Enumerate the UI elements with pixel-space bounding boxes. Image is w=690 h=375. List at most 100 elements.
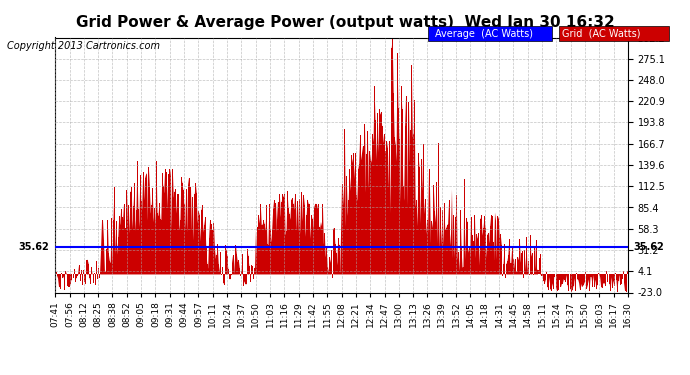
Bar [533,274,534,276]
Bar [591,274,592,278]
Bar [369,151,371,274]
Bar [210,224,212,274]
Bar [292,198,293,274]
Bar [108,253,109,274]
Bar [495,220,496,274]
Bar [626,274,627,288]
Bar [475,258,476,274]
Text: Grid Power & Average Power (output watts)  Wed Jan 30 16:32: Grid Power & Average Power (output watts… [76,15,614,30]
Bar [114,188,115,274]
Bar [110,263,111,274]
Bar [55,274,56,283]
Bar [610,274,611,291]
Bar [585,272,586,274]
Bar [155,225,156,274]
Bar [132,229,133,274]
Bar [104,271,106,274]
Bar [574,274,575,278]
Bar [348,200,349,274]
Bar [171,231,172,274]
Bar [512,247,513,274]
Bar [75,274,76,282]
Bar [186,189,187,274]
Bar [402,109,403,274]
Bar [419,167,420,274]
Bar [103,220,104,274]
Bar [220,252,221,274]
Bar [563,274,564,279]
Bar [453,215,455,274]
Bar [295,231,297,274]
Bar [434,211,435,274]
Bar [248,256,249,274]
Bar [528,261,529,274]
Bar [322,204,324,274]
Bar [330,263,331,274]
Bar [455,217,456,274]
Bar [435,223,436,274]
Bar [470,256,471,274]
Bar [164,193,165,274]
Bar [571,274,572,292]
Bar [283,198,284,274]
Bar [238,260,239,274]
Bar [339,273,341,274]
Bar [116,221,117,274]
Bar [462,267,463,274]
Bar [526,237,527,274]
Bar [317,204,319,274]
Bar [489,243,490,274]
Bar [566,274,567,275]
Bar [269,204,270,274]
Bar [362,146,364,274]
Bar [56,272,57,274]
Bar [559,274,560,280]
Bar [424,214,425,274]
Bar [367,131,368,274]
Bar [277,219,279,274]
Bar [513,269,515,274]
Bar [353,153,354,274]
Bar [178,194,179,274]
Bar [577,274,578,279]
Bar [355,153,356,274]
Bar [478,233,480,274]
Bar [329,257,330,274]
Bar [484,216,485,274]
Bar [94,273,95,274]
Text: 35.62: 35.62 [19,242,50,252]
Bar [417,226,418,274]
Bar [500,234,501,274]
Bar [357,201,358,274]
Bar [557,274,558,291]
Bar [444,203,445,274]
Bar [460,210,461,274]
Bar [118,237,119,274]
Bar [138,209,139,274]
Bar [119,216,120,274]
Bar [409,163,411,274]
Bar [493,260,495,274]
Bar [163,186,164,274]
Bar [354,179,355,274]
Bar [544,274,545,284]
Bar [304,205,305,274]
Bar [90,274,91,284]
Bar [429,187,431,274]
Bar [386,141,388,274]
Bar [86,260,87,274]
Bar [515,272,517,274]
Bar [477,239,478,274]
Bar [492,216,493,274]
Bar [255,230,257,274]
Bar [77,274,78,276]
Bar [193,241,195,274]
Bar [83,270,84,274]
Bar [146,173,148,274]
Bar [87,260,88,274]
Bar [438,143,439,274]
Bar [346,176,347,274]
Bar [279,194,280,274]
Bar [609,274,610,284]
Bar [254,267,255,274]
